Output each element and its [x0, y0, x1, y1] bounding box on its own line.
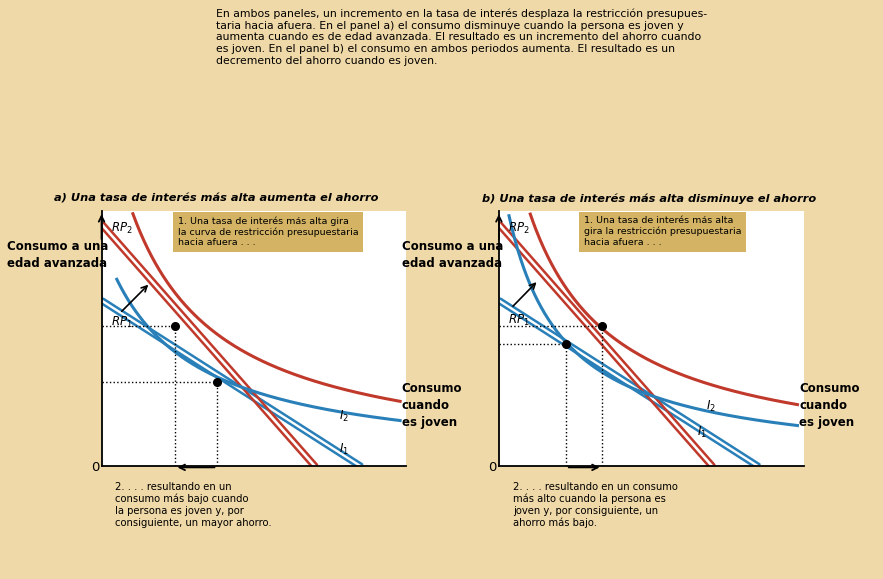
- Text: $RP_1$: $RP_1$: [508, 313, 530, 328]
- Text: $RP_2$: $RP_2$: [110, 221, 132, 236]
- Text: Consumo
cuando
es joven: Consumo cuando es joven: [402, 382, 463, 429]
- Text: Consumo a una
edad avanzada: Consumo a una edad avanzada: [7, 240, 109, 270]
- Text: a) Una tasa de interés más alta aumenta el ahorro: a) Una tasa de interés más alta aumenta …: [54, 194, 379, 204]
- Text: $RP_2$: $RP_2$: [508, 221, 530, 236]
- Text: 2. . . . resultando en un consumo
más alto cuando la persona es
joven y, por con: 2. . . . resultando en un consumo más al…: [513, 482, 678, 528]
- Text: 1. Una tasa de interés más alta
gira la restricción presupuestaria
hacia afuera : 1. Una tasa de interés más alta gira la …: [585, 217, 742, 247]
- Text: $I_1$: $I_1$: [697, 424, 707, 439]
- Text: 2. . . . resultando en un
consumo más bajo cuando
la persona es joven y, por
con: 2. . . . resultando en un consumo más ba…: [115, 482, 271, 527]
- Text: 1. Una tasa de interés más alta gira
la curva de restricción presupuestaria
haci: 1. Una tasa de interés más alta gira la …: [177, 217, 358, 247]
- Text: $I_2$: $I_2$: [706, 399, 716, 414]
- Text: b) Una tasa de interés más alta disminuye el ahorro: b) Una tasa de interés más alta disminuy…: [482, 194, 816, 204]
- Text: $I_1$: $I_1$: [339, 442, 349, 457]
- Text: 0: 0: [488, 461, 497, 474]
- Text: $RP_1$: $RP_1$: [110, 315, 132, 330]
- Text: Consumo
cuando
es joven: Consumo cuando es joven: [799, 382, 860, 429]
- Text: Consumo a una
edad avanzada: Consumo a una edad avanzada: [402, 240, 503, 270]
- Text: En ambos paneles, un incremento en la tasa de interés desplaza la restricción pr: En ambos paneles, un incremento en la ta…: [216, 9, 707, 65]
- Text: $I_2$: $I_2$: [339, 409, 349, 424]
- Text: 0: 0: [91, 461, 100, 474]
